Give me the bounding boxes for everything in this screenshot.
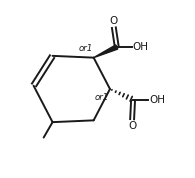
- Polygon shape: [94, 45, 118, 58]
- Text: OH: OH: [149, 95, 165, 105]
- Text: O: O: [128, 121, 136, 131]
- Text: OH: OH: [133, 42, 149, 52]
- Text: O: O: [110, 16, 118, 26]
- Text: or1: or1: [95, 93, 109, 102]
- Text: or1: or1: [79, 44, 93, 53]
